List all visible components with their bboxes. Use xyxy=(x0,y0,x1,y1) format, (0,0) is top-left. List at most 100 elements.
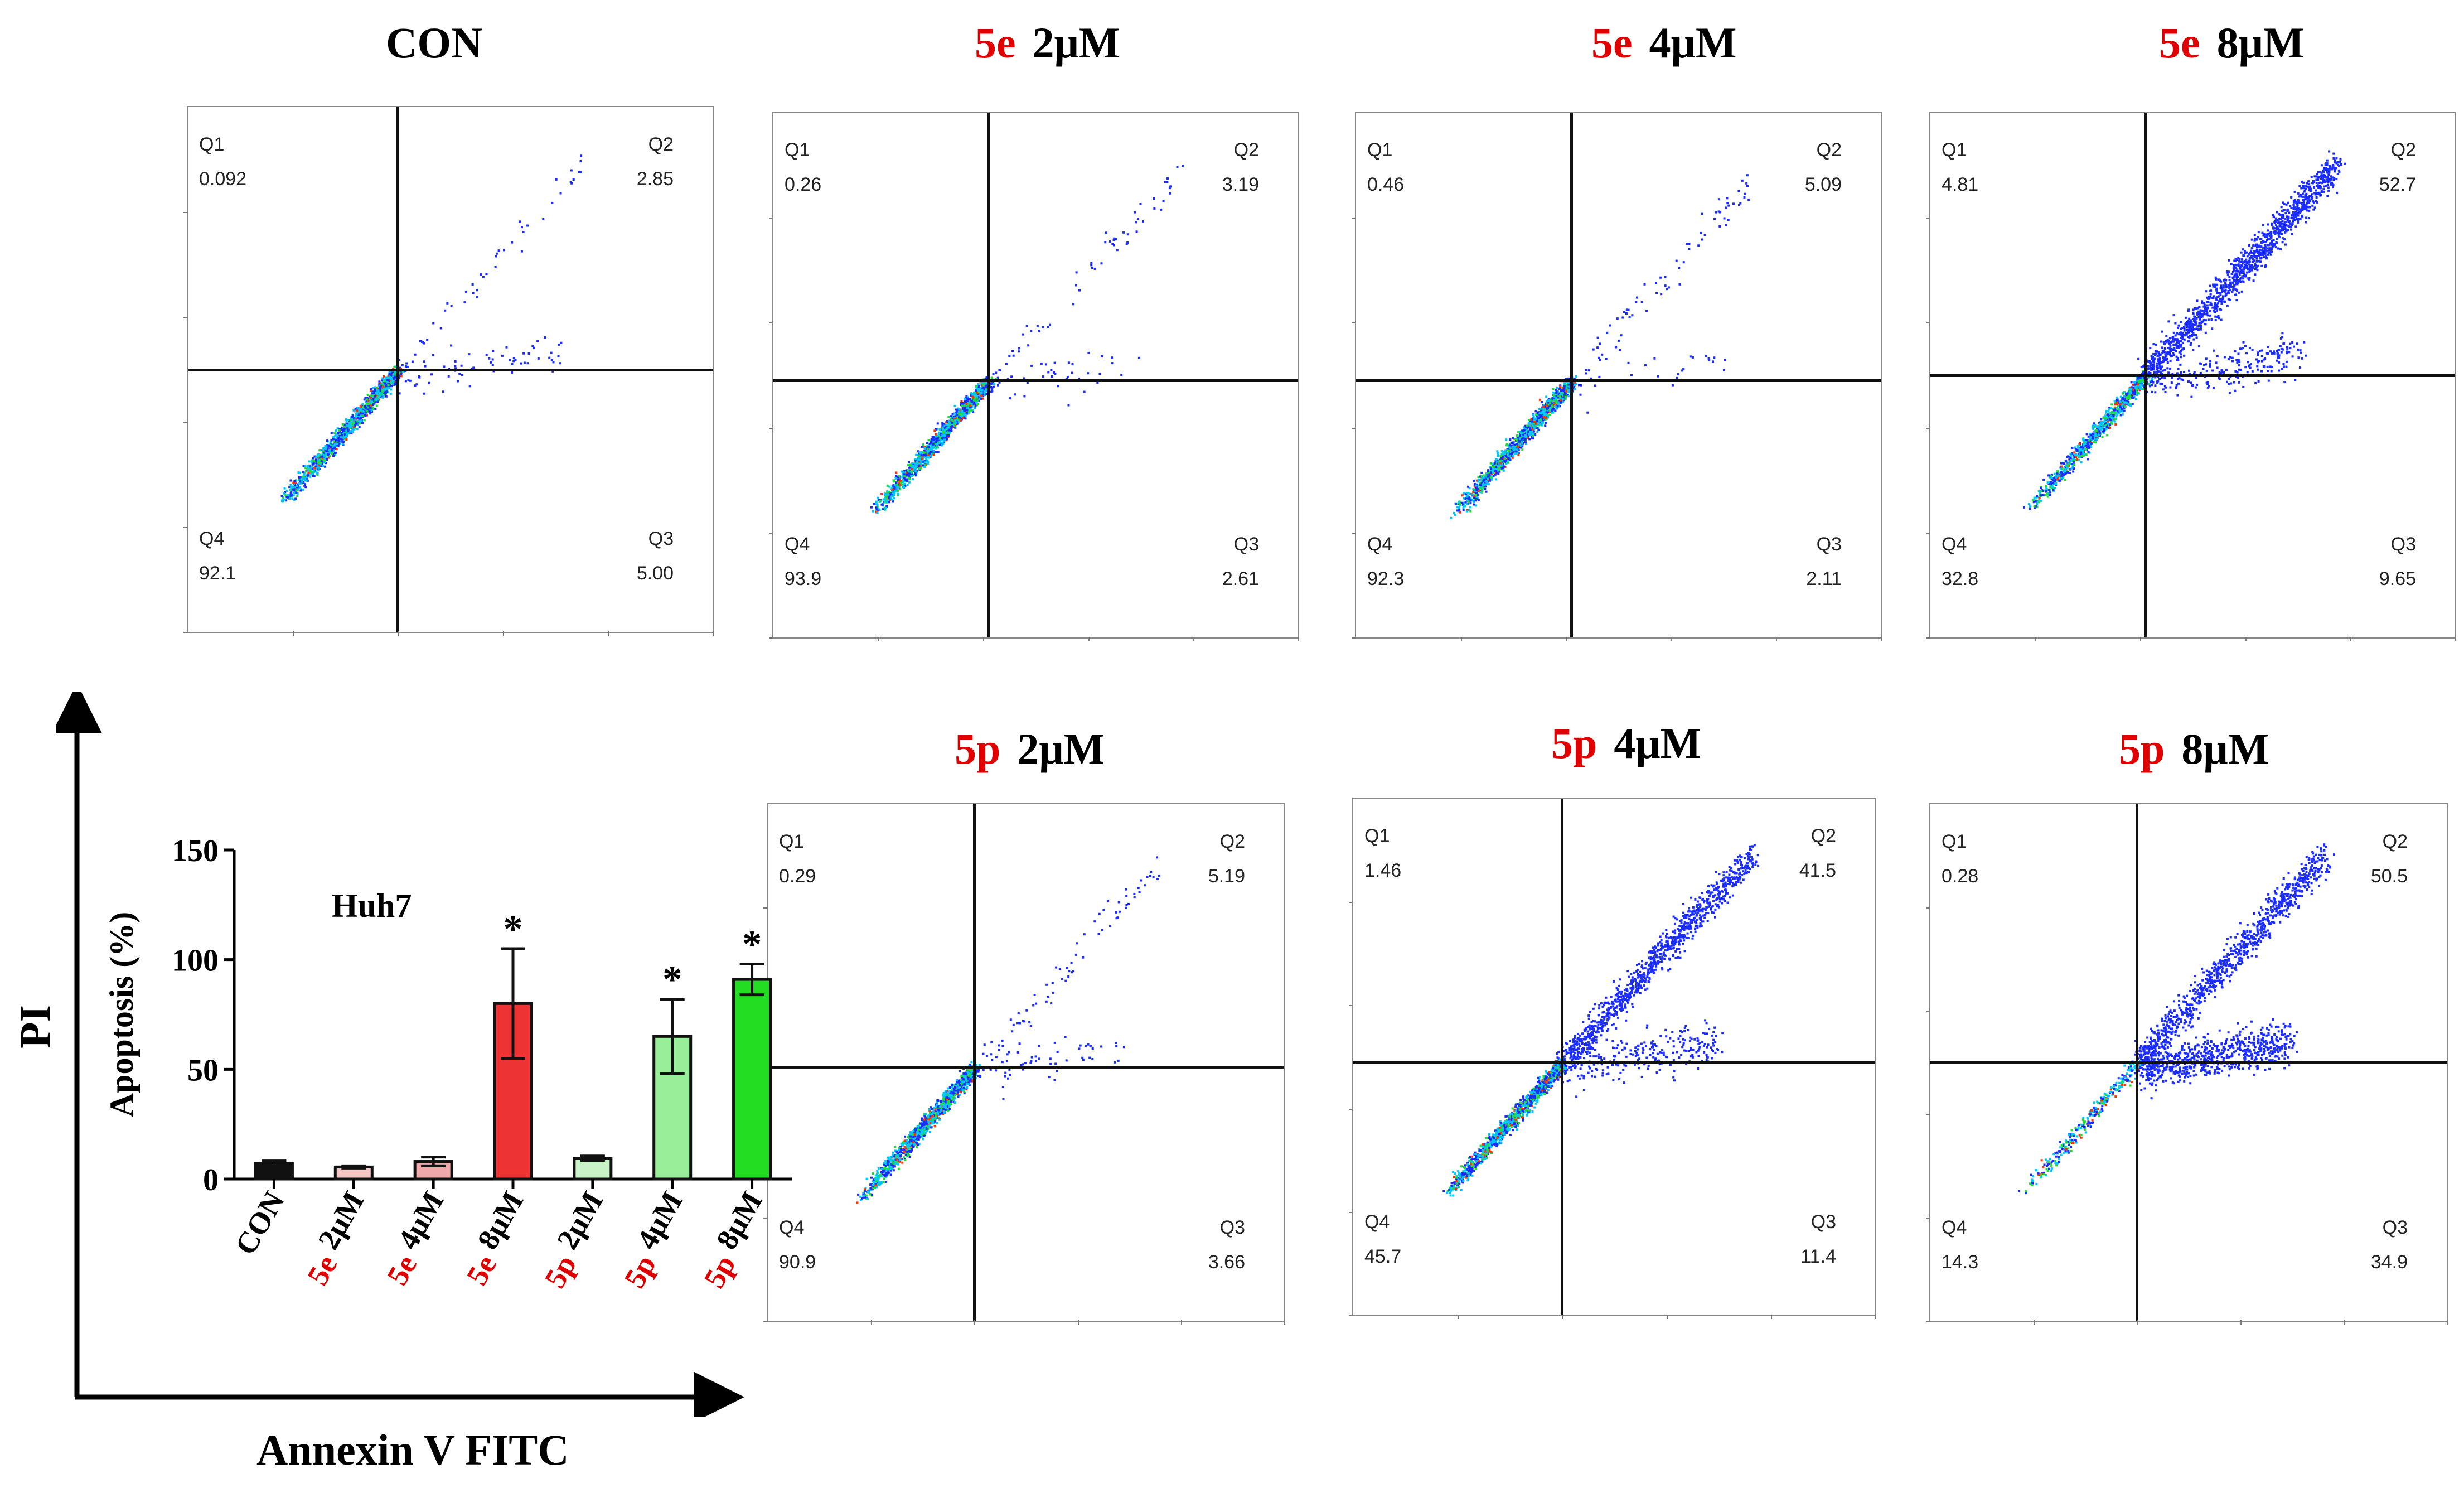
q3-value: 11.4 xyxy=(1800,1246,1836,1267)
x-tick xyxy=(1875,1315,1876,1319)
q3-value: 9.65 xyxy=(2379,568,2416,590)
flow-panel-5e-8: Q1 4.81 Q2 52.7 Q4 32.8 Q3 9.65 xyxy=(1926,112,2456,641)
x-tick xyxy=(871,1320,873,1325)
x-tick xyxy=(2245,637,2247,641)
panel-title-5e-4: 5e 4μM xyxy=(1591,18,1737,67)
x-tick xyxy=(1180,1320,1182,1325)
gate-horizontal xyxy=(1353,1061,1875,1064)
gate-horizontal xyxy=(773,379,1298,382)
q3-label: Q3 xyxy=(2390,534,2416,555)
q2-label: Q2 xyxy=(1811,825,1836,847)
bar-y-label: Apoptosis (%) xyxy=(103,912,140,1117)
bar-category-concentration: 2μM xyxy=(311,1186,370,1255)
bar-category-concentration: 2μM xyxy=(550,1186,609,1255)
y-tick xyxy=(769,218,773,219)
q2-value: 5.19 xyxy=(1208,866,1245,887)
q4-value: 90.9 xyxy=(779,1252,816,1273)
gate-horizontal xyxy=(1930,1061,2447,1064)
q3-value: 3.66 xyxy=(1208,1252,1245,1273)
x-tick xyxy=(2350,637,2351,641)
y-tick xyxy=(183,422,188,423)
gate-vertical xyxy=(987,113,990,637)
q4-label: Q4 xyxy=(1942,534,1967,555)
x-tick xyxy=(2240,1320,2242,1325)
q4-value: 45.7 xyxy=(1364,1246,1402,1267)
q3-label: Q3 xyxy=(1816,534,1842,555)
q3-value: 34.9 xyxy=(2370,1252,2408,1273)
q2-label: Q2 xyxy=(2382,831,2408,852)
q1-label: Q1 xyxy=(1942,139,1967,161)
bar-category-compound: 5e xyxy=(380,1249,423,1291)
bar-category-concentration: 8μM xyxy=(710,1186,769,1255)
x-tick xyxy=(1881,637,1882,641)
q1-value: 0.26 xyxy=(785,174,822,195)
q2-label: Q2 xyxy=(2390,139,2416,161)
y-tick xyxy=(1352,322,1356,324)
bar xyxy=(732,978,772,1181)
x-tick xyxy=(1770,1315,1772,1319)
q3-value: 5.00 xyxy=(636,563,674,584)
bar-y-tick-label: 0 xyxy=(203,1163,219,1197)
q4-value: 92.1 xyxy=(199,563,236,584)
x-tick xyxy=(878,637,880,641)
y-tick xyxy=(1352,427,1356,429)
flow-panel-con: Q1 0.092 Q2 2.85 Q4 92.1 Q3 5.00 xyxy=(183,106,714,636)
y-tick xyxy=(183,632,188,633)
q3-label: Q3 xyxy=(2382,1217,2408,1238)
q2-value: 5.09 xyxy=(1804,174,1842,195)
x-tick xyxy=(1284,1320,1285,1325)
bar-category-concentration: 4μM xyxy=(391,1186,450,1255)
flow-panel-5p-8: Q1 0.28 Q2 50.5 Q4 14.3 Q3 34.9 xyxy=(1926,803,2448,1325)
y-axis-title: PI xyxy=(11,1005,59,1049)
y-tick xyxy=(1352,218,1356,219)
q4-label: Q4 xyxy=(779,1217,805,1238)
x-tick xyxy=(713,631,714,636)
q2-value: 41.5 xyxy=(1799,860,1836,881)
x-tick xyxy=(1775,637,1777,641)
x-tick xyxy=(398,631,399,636)
y-tick xyxy=(1926,1011,1930,1012)
q1-label: Q1 xyxy=(779,831,805,852)
x-tick xyxy=(1193,637,1194,641)
panel-title-5e-8: 5e 8μM xyxy=(2159,18,2305,67)
bar-y-tick-label: 100 xyxy=(172,944,219,978)
q2-value: 52.7 xyxy=(2379,174,2416,195)
q3-value: 2.61 xyxy=(1222,568,1259,590)
x-tick xyxy=(502,631,504,636)
flow-panel-5e-2: Q1 0.26 Q2 3.19 Q4 93.9 Q3 2.61 xyxy=(769,112,1299,641)
x-tick xyxy=(293,631,294,636)
q4-label: Q4 xyxy=(1367,534,1393,555)
q2-label: Q2 xyxy=(648,134,674,155)
q4-label: Q4 xyxy=(1942,1217,1967,1238)
x-tick xyxy=(1088,637,1090,641)
gate-vertical xyxy=(1570,113,1573,637)
y-tick xyxy=(1926,1114,1930,1115)
y-tick xyxy=(1352,637,1356,639)
y-tick xyxy=(763,1321,768,1322)
significance-marker: * xyxy=(504,908,523,951)
y-tick xyxy=(183,526,188,528)
scatter-dots xyxy=(280,154,583,503)
bar-category-compound: 5e xyxy=(460,1249,503,1291)
y-tick xyxy=(769,427,773,429)
panel-title-5p-8: 5p 8μM xyxy=(2119,724,2269,773)
q2-label: Q2 xyxy=(1233,139,1259,161)
bar-category-compound: 5e xyxy=(301,1249,343,1291)
gate-horizontal xyxy=(1356,379,1881,382)
y-tick xyxy=(1926,907,1930,909)
y-tick xyxy=(769,322,773,324)
q1-value: 0.28 xyxy=(1942,866,1979,887)
bar-category-concentration: 4μM xyxy=(630,1186,689,1255)
scatter-dots xyxy=(2017,843,2335,1195)
y-tick xyxy=(1926,637,1930,639)
x-tick xyxy=(2034,1320,2035,1325)
panel-title-5e-2: 5e 2μM xyxy=(975,18,1120,67)
q2-label: Q2 xyxy=(1816,139,1842,161)
panel-title-con: CON xyxy=(386,18,483,67)
q1-label: Q1 xyxy=(199,134,225,155)
q3-label: Q3 xyxy=(1811,1211,1836,1233)
q1-value: 0.29 xyxy=(779,866,816,887)
q4-value: 32.8 xyxy=(1942,568,1979,590)
y-tick xyxy=(1926,322,1930,324)
x-tick xyxy=(2137,1320,2138,1325)
